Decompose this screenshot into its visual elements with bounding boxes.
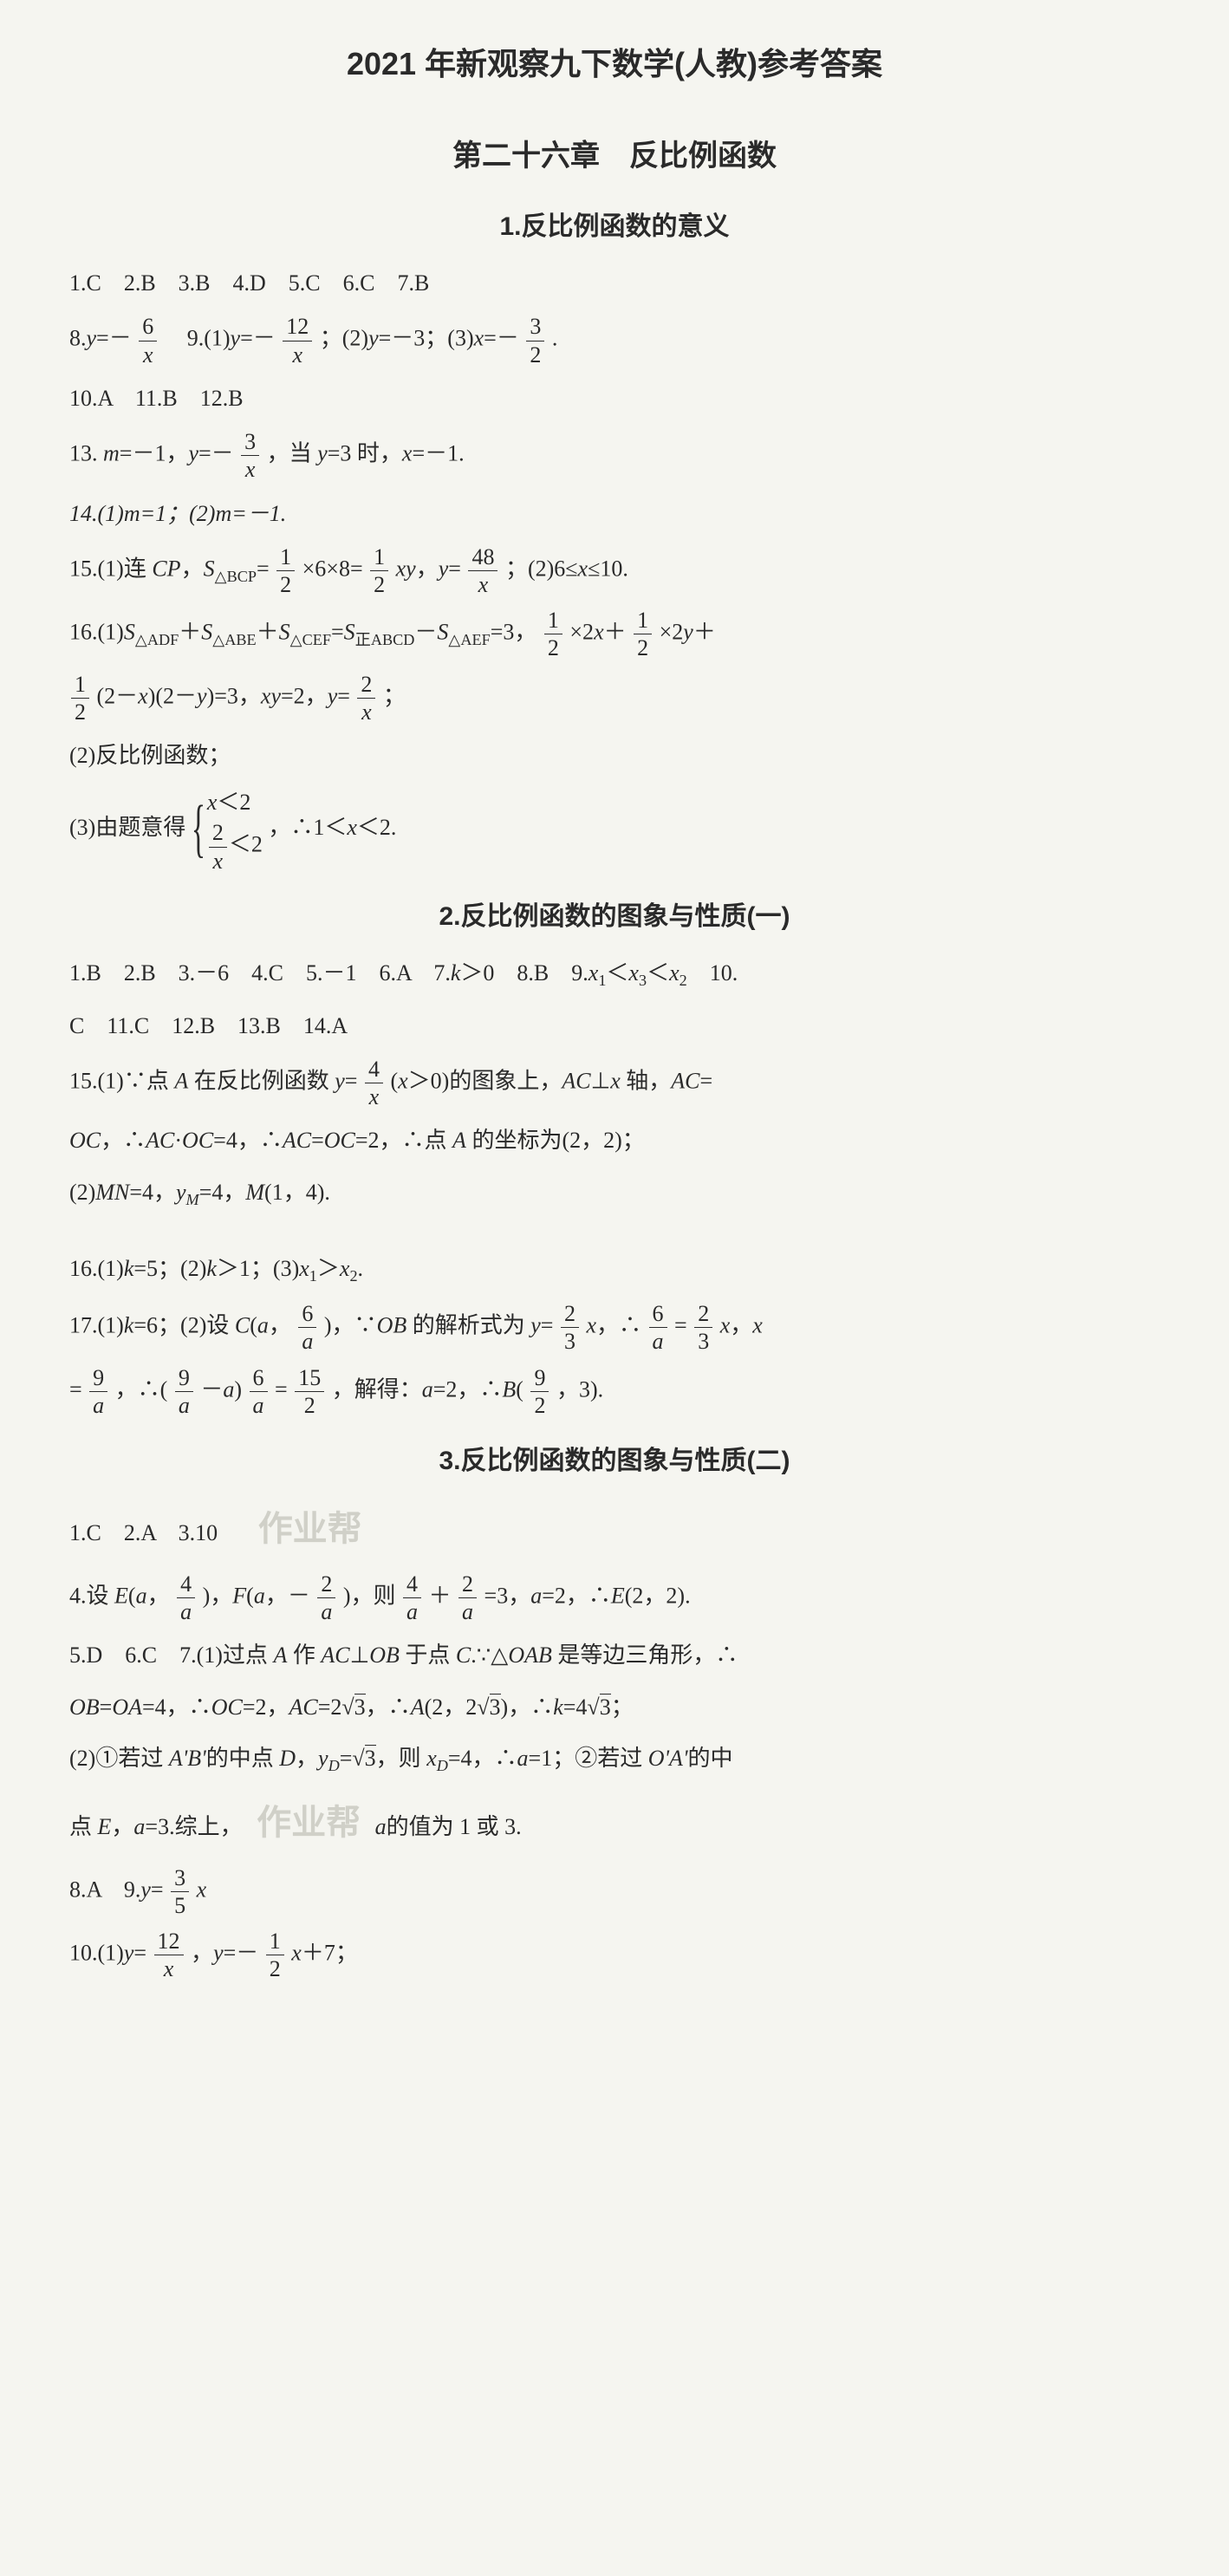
s3-q7b: OB=OA=4，∴OC=2，AC=2√3，∴A(2，2√3)，∴k=4√3； <box>69 1686 1160 1728</box>
section-title-1: 1.反比例函数的意义 <box>69 202 1160 251</box>
watermark-1: 作业帮 <box>258 1510 362 1548</box>
s2-q15b: OC，∴AC·OC=4，∴AC=OC=2，∴点 A 的坐标为(2，2)； <box>69 1119 1160 1161</box>
section-title-2: 2.反比例函数的图象与性质(一) <box>69 892 1160 941</box>
s3-q10: 10.(1)y= 12x ，y=－ 12 x＋7； <box>69 1928 1160 1982</box>
s1-q14: 14.(1)m=1；(2)m=－1. <box>69 492 1160 535</box>
s2-row2: C 11.C 12.B 13.B 14.A <box>69 1005 1160 1047</box>
chapter-title: 第二十六章 反比例函数 <box>69 128 1160 185</box>
s1-line-10: 10.A 11.B 12.B <box>69 377 1160 420</box>
s2-q15c: (2)MN=4，yM=4，M(1，4). <box>69 1171 1160 1215</box>
s2-row1: 1.B 2.B 3.－6 4.C 5.－1 6.A 7.k＞0 8.B 9.x1… <box>69 952 1160 996</box>
s1-q13: 13. m=－1，y=－ 3x ，当 y=3 时，x=－1. <box>69 428 1160 483</box>
watermark-2: 作业帮 <box>257 1804 361 1842</box>
spacer <box>69 1223 1160 1239</box>
s3-q8: 8.A 9.y= 35 x <box>69 1864 1160 1919</box>
s3-q7a: 5.D 6.C 7.(1)过点 A 作 AC⊥OB 于点 C.∵△OAB 是等边… <box>69 1634 1160 1676</box>
s1-q15: 15.(1)连 CP，S△BCP= 12 ×6×8= 12 xy，y= 48x … <box>69 543 1160 598</box>
s1-q16c: (3)由题意得 x＜2 2x＜2 ，∴1＜x＜2. <box>69 785 1160 874</box>
s2-q15a: 15.(1)∵点 A 在反比例函数 y= 4x (x＞0)的图象上，AC⊥x 轴… <box>69 1056 1160 1110</box>
s3-q7c: (2)①若过 A'B'的中点 D，yD=√3，则 xD=4，∴a=1；②若过 O… <box>69 1737 1160 1781</box>
s2-q17b: = 9a ，∴( 9a －a) 6a = 152 ，解得：a=2，∴B( 92 … <box>69 1364 1160 1419</box>
section-title-3: 3.反比例函数的图象与性质(二) <box>69 1436 1160 1486</box>
s1-q8: 8.y=－ 6x 9.(1)y=－ 12x ；(2)y=－3；(3)x=－ 32… <box>69 313 1160 368</box>
s1-line-1: 1.C 2.B 3.B 4.D 5.C 6.C 7.B <box>69 262 1160 304</box>
s1-q16a: 16.(1)S△ADF＋S△ABE＋S△CEF=S正ABCD－S△AEF=3， … <box>69 607 1160 661</box>
main-title: 2021 年新观察九下数学(人教)参考答案 <box>69 35 1160 94</box>
s2-q16: 16.(1)k=5；(2)k＞1；(3)x1＞x2. <box>69 1247 1160 1291</box>
s3-row1: 1.C 2.A 3.10 作业帮 <box>69 1496 1160 1562</box>
s3-q4: 4.设 E(a， 4a )，F(a，－ 2a )，则 4a ＋ 2a =3，a=… <box>69 1571 1160 1625</box>
s2-q17a: 17.(1)k=6；(2)设 C(a， 6a )，∵OB 的解析式为 y= 23… <box>69 1300 1160 1355</box>
s1-q16-2: (2)反比例函数； <box>69 734 1160 777</box>
s1-q16b: 12 (2－x)(2－y)=3，xy=2，y= 2x ； <box>69 671 1160 725</box>
s3-q7d: 点 E，a=3.综上， 作业帮 a的值为 1 或 3. <box>69 1790 1160 1856</box>
